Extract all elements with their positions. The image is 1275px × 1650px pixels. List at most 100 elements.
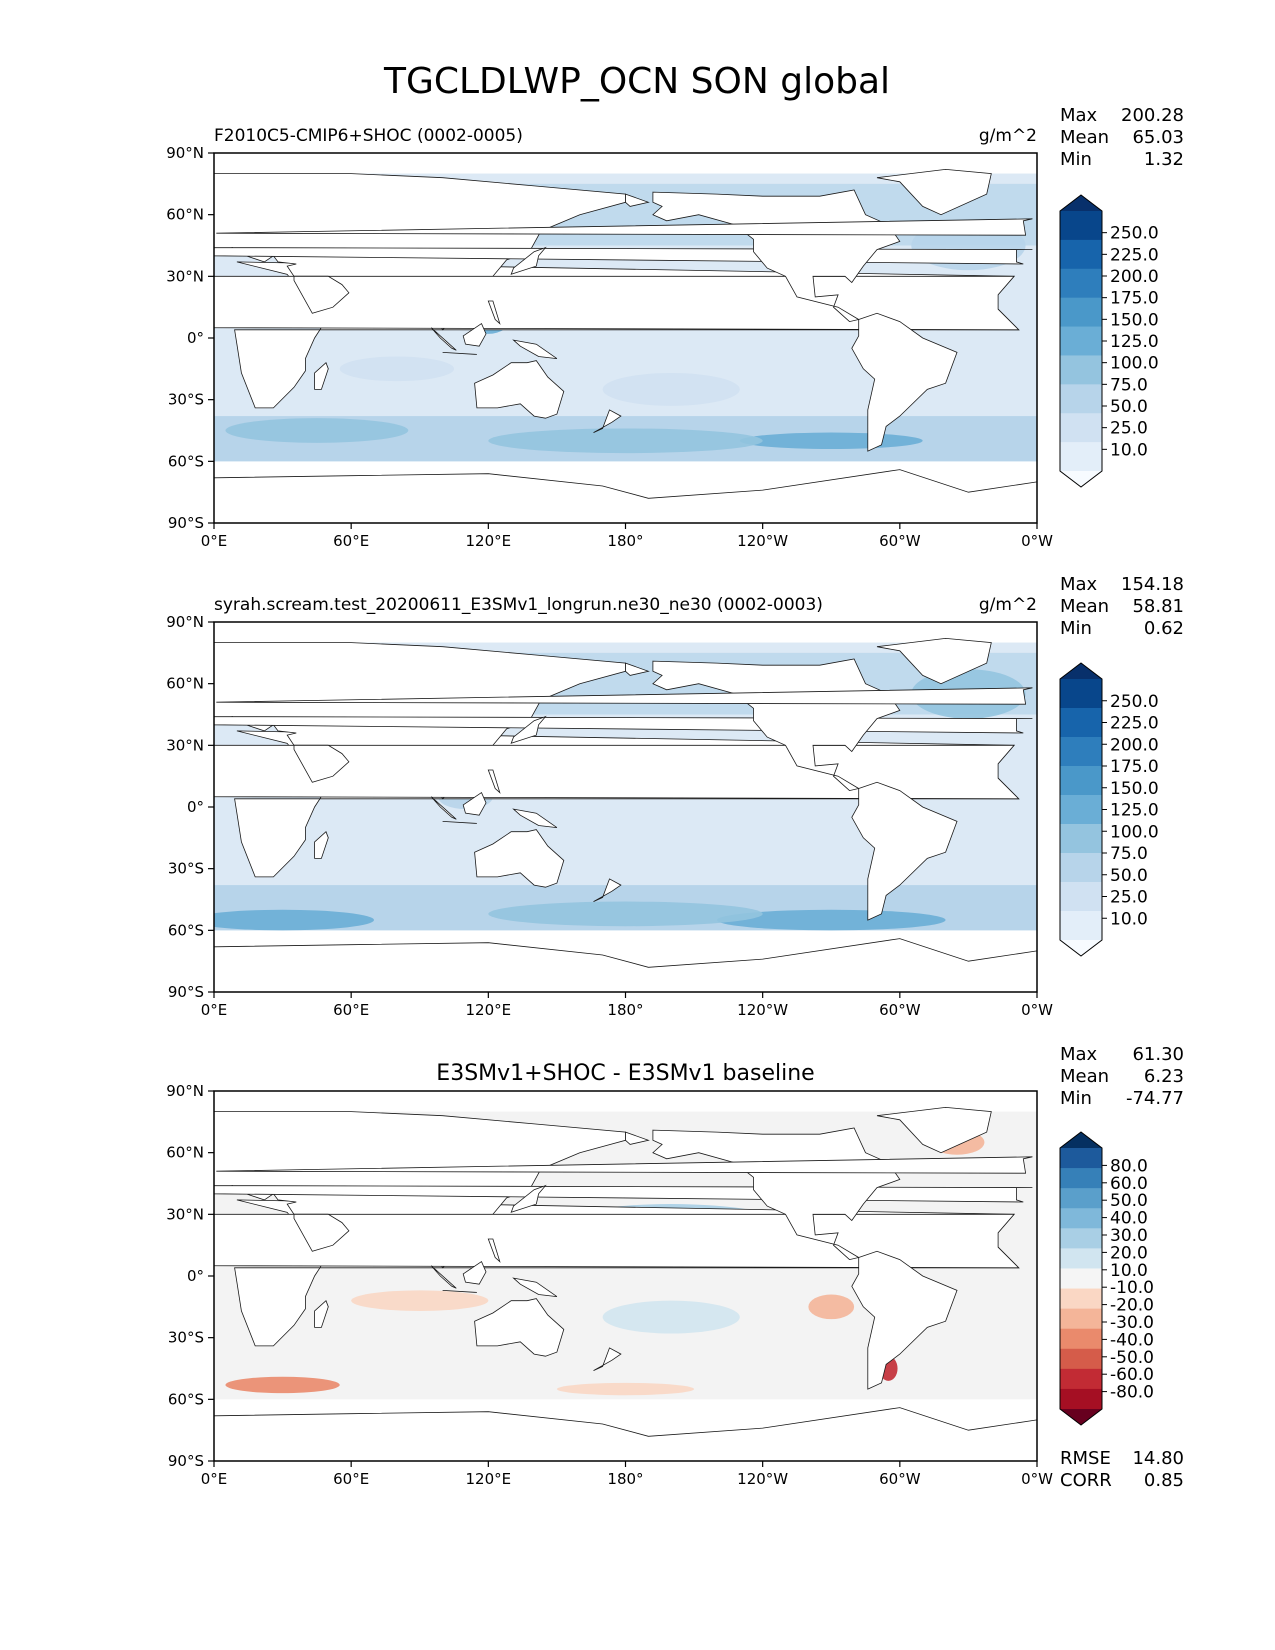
colorbar: 250.0225.0200.0175.0150.0125.0100.075.05…	[1059, 662, 1159, 957]
field-feature	[214, 909, 375, 931]
colorbar-segment	[1060, 413, 1102, 443]
field-feature	[488, 428, 763, 454]
colorbar-tick-label: -40.0	[1110, 1330, 1154, 1350]
x-tick-label: 120°W	[737, 1001, 788, 1019]
figure-title: TGCLDLWP_OCN SON global	[383, 61, 890, 102]
coastline	[314, 1300, 329, 1328]
units-label: g/m^2	[979, 595, 1037, 615]
field-feature	[739, 432, 923, 449]
colorbar-segment	[1060, 442, 1102, 472]
stat-value: 14.80	[1132, 1448, 1184, 1469]
colorbar-tick-label: 150.0	[1110, 779, 1159, 799]
stat-value: 0.85	[1144, 1470, 1184, 1491]
coastline	[487, 769, 501, 794]
coastline	[214, 1213, 1020, 1269]
colorbar-segment	[1060, 795, 1102, 825]
colorbar-tick-label: 100.0	[1110, 822, 1159, 842]
x-tick-label: 60°W	[879, 1001, 921, 1019]
coastline	[625, 193, 650, 207]
colorbar-tick-label: 10.0	[1110, 440, 1148, 460]
colorbar-outline	[1059, 194, 1103, 488]
colorbar-segment	[1060, 911, 1102, 941]
colorbar-tick-label: 80.0	[1110, 1156, 1148, 1176]
colorbar-segment	[1060, 766, 1102, 796]
y-tick-label: 60°N	[166, 206, 204, 224]
coastline	[293, 744, 350, 783]
coastline	[510, 715, 547, 744]
colorbar-tick-label: 175.0	[1110, 757, 1159, 777]
panel-title: syrah.scream.test_20200611_E3SMv1_longru…	[214, 595, 823, 615]
colorbar-tick-label: 50.0	[1110, 397, 1148, 417]
coastline	[216, 218, 1033, 236]
y-tick-label: 30°N	[166, 1205, 204, 1223]
x-tick-label: 60°W	[879, 1470, 921, 1488]
coastline	[293, 1213, 350, 1252]
y-tick-label: 90°N	[166, 1082, 204, 1100]
colorbar-outline	[1059, 1131, 1103, 1426]
colorbar-tick-label: 25.0	[1110, 419, 1148, 439]
colorbar-extend-top	[1060, 1132, 1102, 1148]
coastline	[214, 275, 1020, 331]
field-feature	[602, 1300, 740, 1334]
stat-label: Mean	[1060, 596, 1109, 617]
colorbar-tick-label: 20.0	[1110, 1243, 1148, 1263]
y-tick-label: 30°S	[168, 391, 204, 409]
field-feature	[716, 909, 946, 931]
colorbar-segment	[1060, 1168, 1102, 1189]
colorbar-tick-label: 30.0	[1110, 1226, 1148, 1246]
colorbar-extend-bottom	[1060, 1409, 1102, 1425]
stat-value: 61.30	[1132, 1044, 1184, 1065]
coastline	[510, 1184, 547, 1213]
colorbar-tick-label: 150.0	[1110, 310, 1159, 330]
x-tick-label: 120°E	[466, 1470, 512, 1488]
colorbar-tick-label: 60.0	[1110, 1174, 1148, 1194]
field-feature	[225, 418, 409, 443]
y-tick-label: 60°S	[168, 452, 204, 470]
x-tick-label: 180°	[607, 532, 643, 550]
units-label: g/m^2	[979, 126, 1037, 146]
x-tick-label: 60°E	[333, 1001, 369, 1019]
x-tick-label: 0°E	[201, 532, 228, 550]
y-tick-label: 90°N	[166, 613, 204, 631]
coastline	[430, 1265, 457, 1289]
colorbar-tick-label: 125.0	[1110, 332, 1159, 352]
colorbar-segment	[1060, 1348, 1102, 1370]
coastline	[625, 662, 650, 676]
colorbar-tick-label: 10.0	[1110, 909, 1148, 929]
stat-label: Min	[1060, 1088, 1092, 1109]
stat-value: 6.23	[1144, 1066, 1184, 1087]
coastline	[442, 352, 477, 355]
coastline	[214, 1407, 1037, 1461]
field-feature	[351, 1290, 489, 1311]
colorbar-segment	[1060, 1228, 1102, 1249]
colorbar-extend-bottom	[1060, 940, 1102, 956]
coastline	[487, 1238, 501, 1263]
coastline	[442, 821, 477, 824]
field-feature	[556, 1382, 695, 1396]
colorbar-tick-label: 200.0	[1110, 267, 1159, 287]
x-tick-label: 120°E	[466, 532, 512, 550]
stat-label: Min	[1060, 618, 1092, 639]
coastline	[876, 168, 992, 216]
colorbar-tick-label: 75.0	[1110, 375, 1148, 395]
stat-label: Min	[1060, 149, 1092, 170]
colorbar-segment	[1060, 1328, 1102, 1350]
colorbar-segment	[1060, 1268, 1102, 1290]
coastline	[214, 938, 1037, 992]
map-panel-2: 0°E 60°E 120°E 180° 120°W 60°W 0°W 90°N 60°N 30°N…	[166, 574, 1184, 1019]
colorbar-segment	[1060, 384, 1102, 414]
x-tick-label: 0°W	[1021, 1470, 1053, 1488]
y-tick-label: 60°S	[168, 921, 204, 939]
x-tick-label: 0°W	[1021, 1001, 1053, 1019]
colorbar-tick-label: -30.0	[1110, 1313, 1154, 1333]
x-tick-label: 60°E	[333, 532, 369, 550]
stat-label: Max	[1060, 574, 1098, 595]
stat-value: 0.62	[1144, 618, 1184, 639]
stat-label: CORR	[1060, 1470, 1112, 1491]
x-tick-label: 60°W	[879, 532, 921, 550]
colorbar-tick-label: -20.0	[1110, 1296, 1154, 1316]
colorbar-tick-label: -50.0	[1110, 1348, 1154, 1368]
stat-value: 65.03	[1132, 127, 1184, 148]
colorbar-segment	[1060, 239, 1102, 270]
